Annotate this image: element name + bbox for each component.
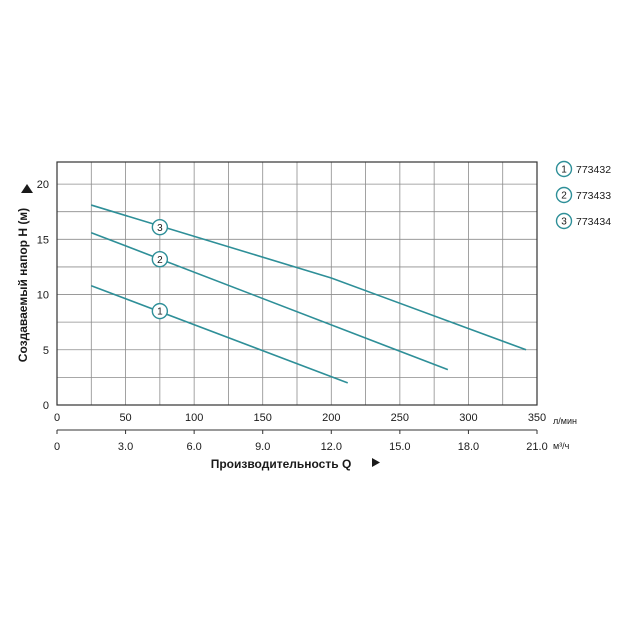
series-line-1 — [91, 284, 349, 384]
series-lines — [90, 204, 527, 384]
y-tick-label: 0 — [43, 400, 49, 412]
y-tick-label: 20 — [37, 179, 49, 191]
series-marker-label: 3 — [157, 223, 163, 234]
plot-frame — [56, 161, 538, 406]
x-tick-label: 350 — [528, 412, 546, 424]
x2-tick-label: 3.0 — [118, 441, 133, 453]
series-line-3 — [91, 204, 527, 351]
x-axis-title: Производительность Q — [211, 457, 352, 471]
y-axis-arrow-icon — [21, 184, 33, 193]
legend-marker-label: 1 — [561, 165, 567, 176]
x-tick-label: 0 — [54, 412, 60, 424]
legend: 1 773432 2 773433 3 773434 — [555, 160, 611, 230]
series-marker-label: 2 — [157, 255, 163, 266]
x2-tick-label: 6.0 — [186, 441, 201, 453]
series-marker-3 — [151, 218, 169, 236]
x2-unit-label: м³/ч — [553, 441, 570, 451]
secondary-x-axis: 0 3.0 6.0 9.0 12.0 15.0 18.0 21.0 — [54, 429, 548, 453]
chart-grid — [57, 162, 537, 405]
series-markers: 1 2 3 — [151, 218, 169, 320]
y-tick-label: 10 — [37, 290, 49, 302]
x-tick-label: 300 — [459, 412, 477, 424]
x-tick-label: 200 — [322, 412, 340, 424]
y-tick-label: 5 — [43, 345, 49, 357]
series-marker-2 — [151, 251, 169, 268]
y-axis-title: Создаваемый напор H (м) — [16, 208, 30, 362]
legend-item-label: 773434 — [576, 216, 611, 228]
x-tick-label: 100 — [185, 412, 203, 424]
series-marker-1 — [151, 302, 169, 320]
x2-tick-label: 18.0 — [458, 441, 479, 453]
legend-marker-label: 2 — [561, 191, 567, 202]
x-tick-label: 50 — [119, 412, 131, 424]
y-tick-labels: 0 5 10 15 20 — [37, 179, 49, 412]
x2-tick-label: 12.0 — [321, 441, 342, 453]
legend-marker-2 — [555, 186, 573, 204]
y-tick-label: 15 — [37, 234, 49, 246]
legend-item-label: 773433 — [576, 190, 611, 202]
series-marker-label: 1 — [157, 307, 163, 318]
x2-tick-label: 21.0 — [526, 441, 547, 453]
x-tick-labels: 0 50 100 150 200 250 300 350 — [54, 412, 546, 424]
legend-marker-3 — [555, 212, 573, 230]
legend-marker-label: 3 — [561, 217, 567, 228]
legend-marker-1 — [555, 160, 573, 178]
series-line-2 — [90, 231, 449, 371]
x2-tick-label: 0 — [54, 441, 60, 453]
x-tick-label: 250 — [391, 412, 409, 424]
x2-tick-label: 9.0 — [255, 441, 270, 453]
x-unit-label: л/мин — [553, 416, 577, 426]
x-axis-arrow-icon — [372, 458, 380, 467]
x-tick-label: 150 — [254, 412, 272, 424]
legend-item-label: 773432 — [576, 164, 611, 176]
x2-tick-label: 15.0 — [389, 441, 410, 453]
plot-border — [56, 161, 538, 406]
